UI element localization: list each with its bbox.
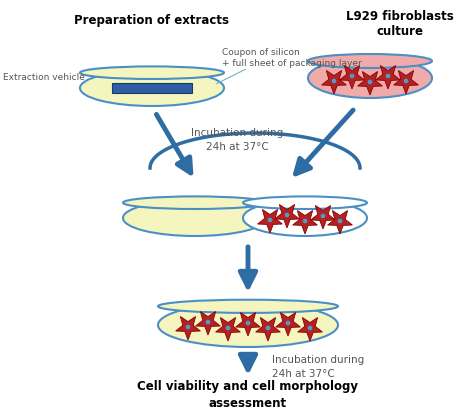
Ellipse shape xyxy=(158,300,338,313)
Polygon shape xyxy=(196,311,220,335)
Ellipse shape xyxy=(186,325,191,329)
Polygon shape xyxy=(176,316,201,340)
Text: Preparation of extracts: Preparation of extracts xyxy=(74,14,229,27)
Polygon shape xyxy=(276,313,301,336)
Text: Incubation during
24h at 37°C: Incubation during 24h at 37°C xyxy=(272,356,364,379)
Polygon shape xyxy=(298,318,322,341)
Text: Coupon of silicon
+ full sheet of packaging layer: Coupon of silicon + full sheet of packag… xyxy=(222,47,362,69)
Ellipse shape xyxy=(286,320,290,325)
Ellipse shape xyxy=(308,326,312,330)
Ellipse shape xyxy=(386,74,390,78)
Polygon shape xyxy=(236,313,260,336)
Ellipse shape xyxy=(266,326,270,330)
Ellipse shape xyxy=(246,320,250,325)
Ellipse shape xyxy=(303,218,307,223)
Ellipse shape xyxy=(226,326,230,330)
Polygon shape xyxy=(340,66,365,89)
Ellipse shape xyxy=(206,320,210,324)
Ellipse shape xyxy=(337,218,342,223)
Polygon shape xyxy=(375,66,401,89)
Polygon shape xyxy=(255,318,280,341)
Ellipse shape xyxy=(123,200,267,236)
Ellipse shape xyxy=(123,197,267,209)
Ellipse shape xyxy=(243,200,367,236)
Bar xyxy=(112,83,192,93)
Text: L929 fibroblasts
culture: L929 fibroblasts culture xyxy=(346,10,454,38)
Ellipse shape xyxy=(285,213,289,217)
Ellipse shape xyxy=(80,70,224,106)
Polygon shape xyxy=(393,71,419,94)
Polygon shape xyxy=(292,211,318,234)
Ellipse shape xyxy=(404,79,408,83)
Polygon shape xyxy=(258,209,283,233)
Text: Extraction vehicle: Extraction vehicle xyxy=(3,74,85,83)
Ellipse shape xyxy=(350,74,355,78)
Ellipse shape xyxy=(321,214,325,218)
Ellipse shape xyxy=(158,303,338,347)
Polygon shape xyxy=(274,204,300,228)
Text: Cell viability and cell morphology
assessment: Cell viability and cell morphology asses… xyxy=(137,380,358,410)
Text: Incubation during
24h at 37°C: Incubation during 24h at 37°C xyxy=(191,128,283,152)
Polygon shape xyxy=(328,211,352,234)
Ellipse shape xyxy=(268,218,273,222)
Ellipse shape xyxy=(80,66,224,79)
Ellipse shape xyxy=(368,80,372,84)
Ellipse shape xyxy=(332,79,337,83)
Polygon shape xyxy=(310,206,336,229)
Ellipse shape xyxy=(243,197,367,209)
Polygon shape xyxy=(358,71,383,95)
Polygon shape xyxy=(216,318,240,341)
Polygon shape xyxy=(322,71,346,94)
Ellipse shape xyxy=(308,54,432,68)
Ellipse shape xyxy=(308,58,432,98)
